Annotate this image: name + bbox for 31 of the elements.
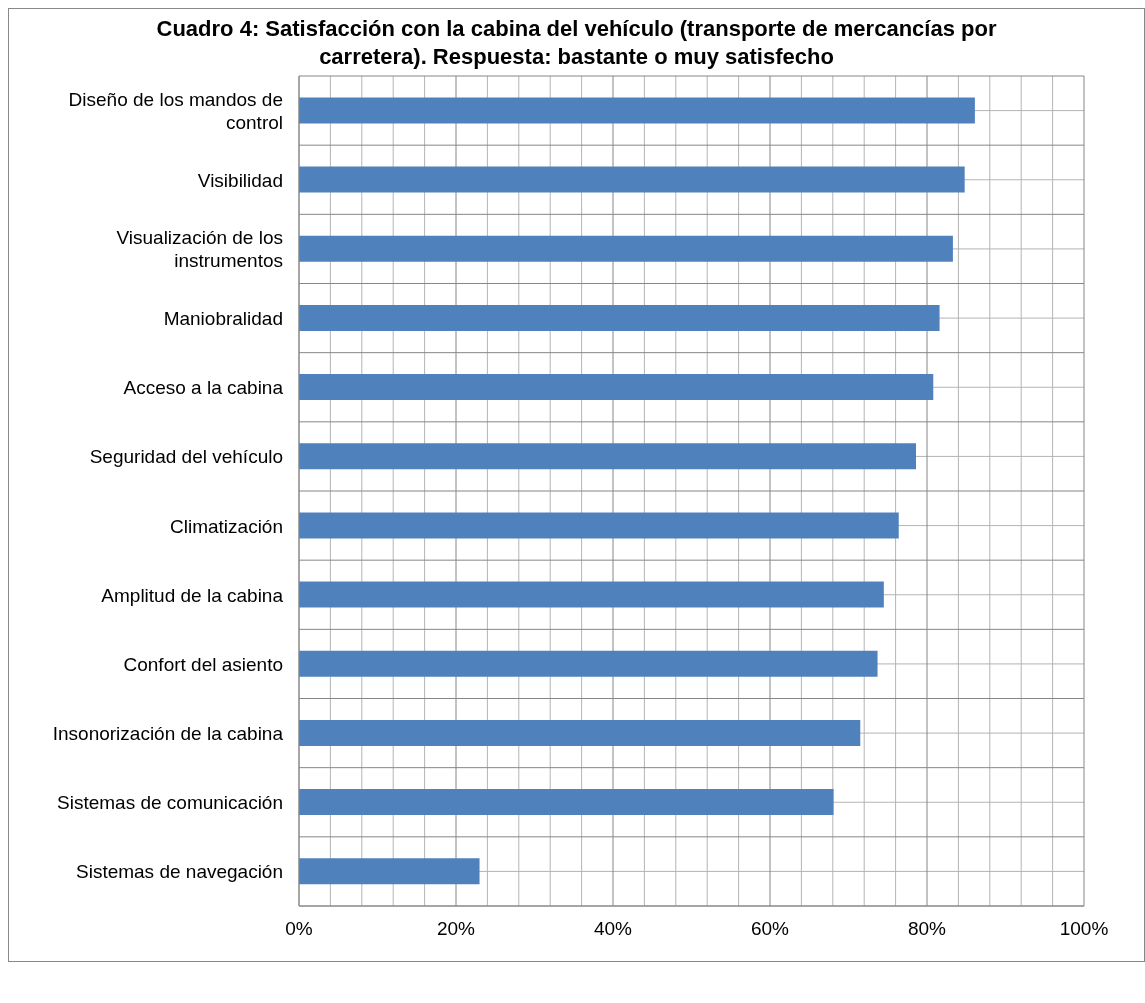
bar [299,650,878,677]
y-tick-label: Sistemas de comunicación [57,791,283,813]
bar [299,304,940,331]
bar [299,719,861,746]
y-tick-label: Amplitud de la cabina [101,584,284,606]
y-tick-label: Seguridad del vehículo [89,445,283,467]
x-tick-label: 0% [285,918,313,940]
y-tick-label: Visibilidad [197,169,283,191]
bar [299,443,917,470]
y-tick-label: Insonorización de la cabina [52,722,284,744]
y-tick-label: Climatización [170,515,283,537]
bar [299,374,934,401]
y-tick-label: Maniobralidad [163,307,283,329]
y-tick-label: Diseño de los mandos de control [68,88,283,133]
y-tick-label: Acceso a la cabina [123,376,284,398]
x-tick-label: 80% [907,918,947,940]
bar [299,235,953,262]
y-tick-label: Confort del asiento [123,653,283,675]
chart-title: Cuadro 4: Satisfacción con la cabina del vehículo (transporte de mercancías por carretera). Respuesta: bastante o muy satisfecho [155,15,998,71]
x-tick-label: 40% [593,918,633,940]
bar [299,789,834,816]
bar [299,166,965,193]
y-tick-label: Visualización de los instrumentos [116,226,283,271]
bar [299,97,975,124]
x-tick-label: 60% [750,918,790,940]
x-tick-label: 20% [436,918,476,940]
x-tick-label: 100% [1059,918,1109,940]
bar [299,858,480,885]
bar [299,512,899,539]
y-tick-label: Sistemas de navegación [75,860,283,882]
bar [299,581,884,608]
